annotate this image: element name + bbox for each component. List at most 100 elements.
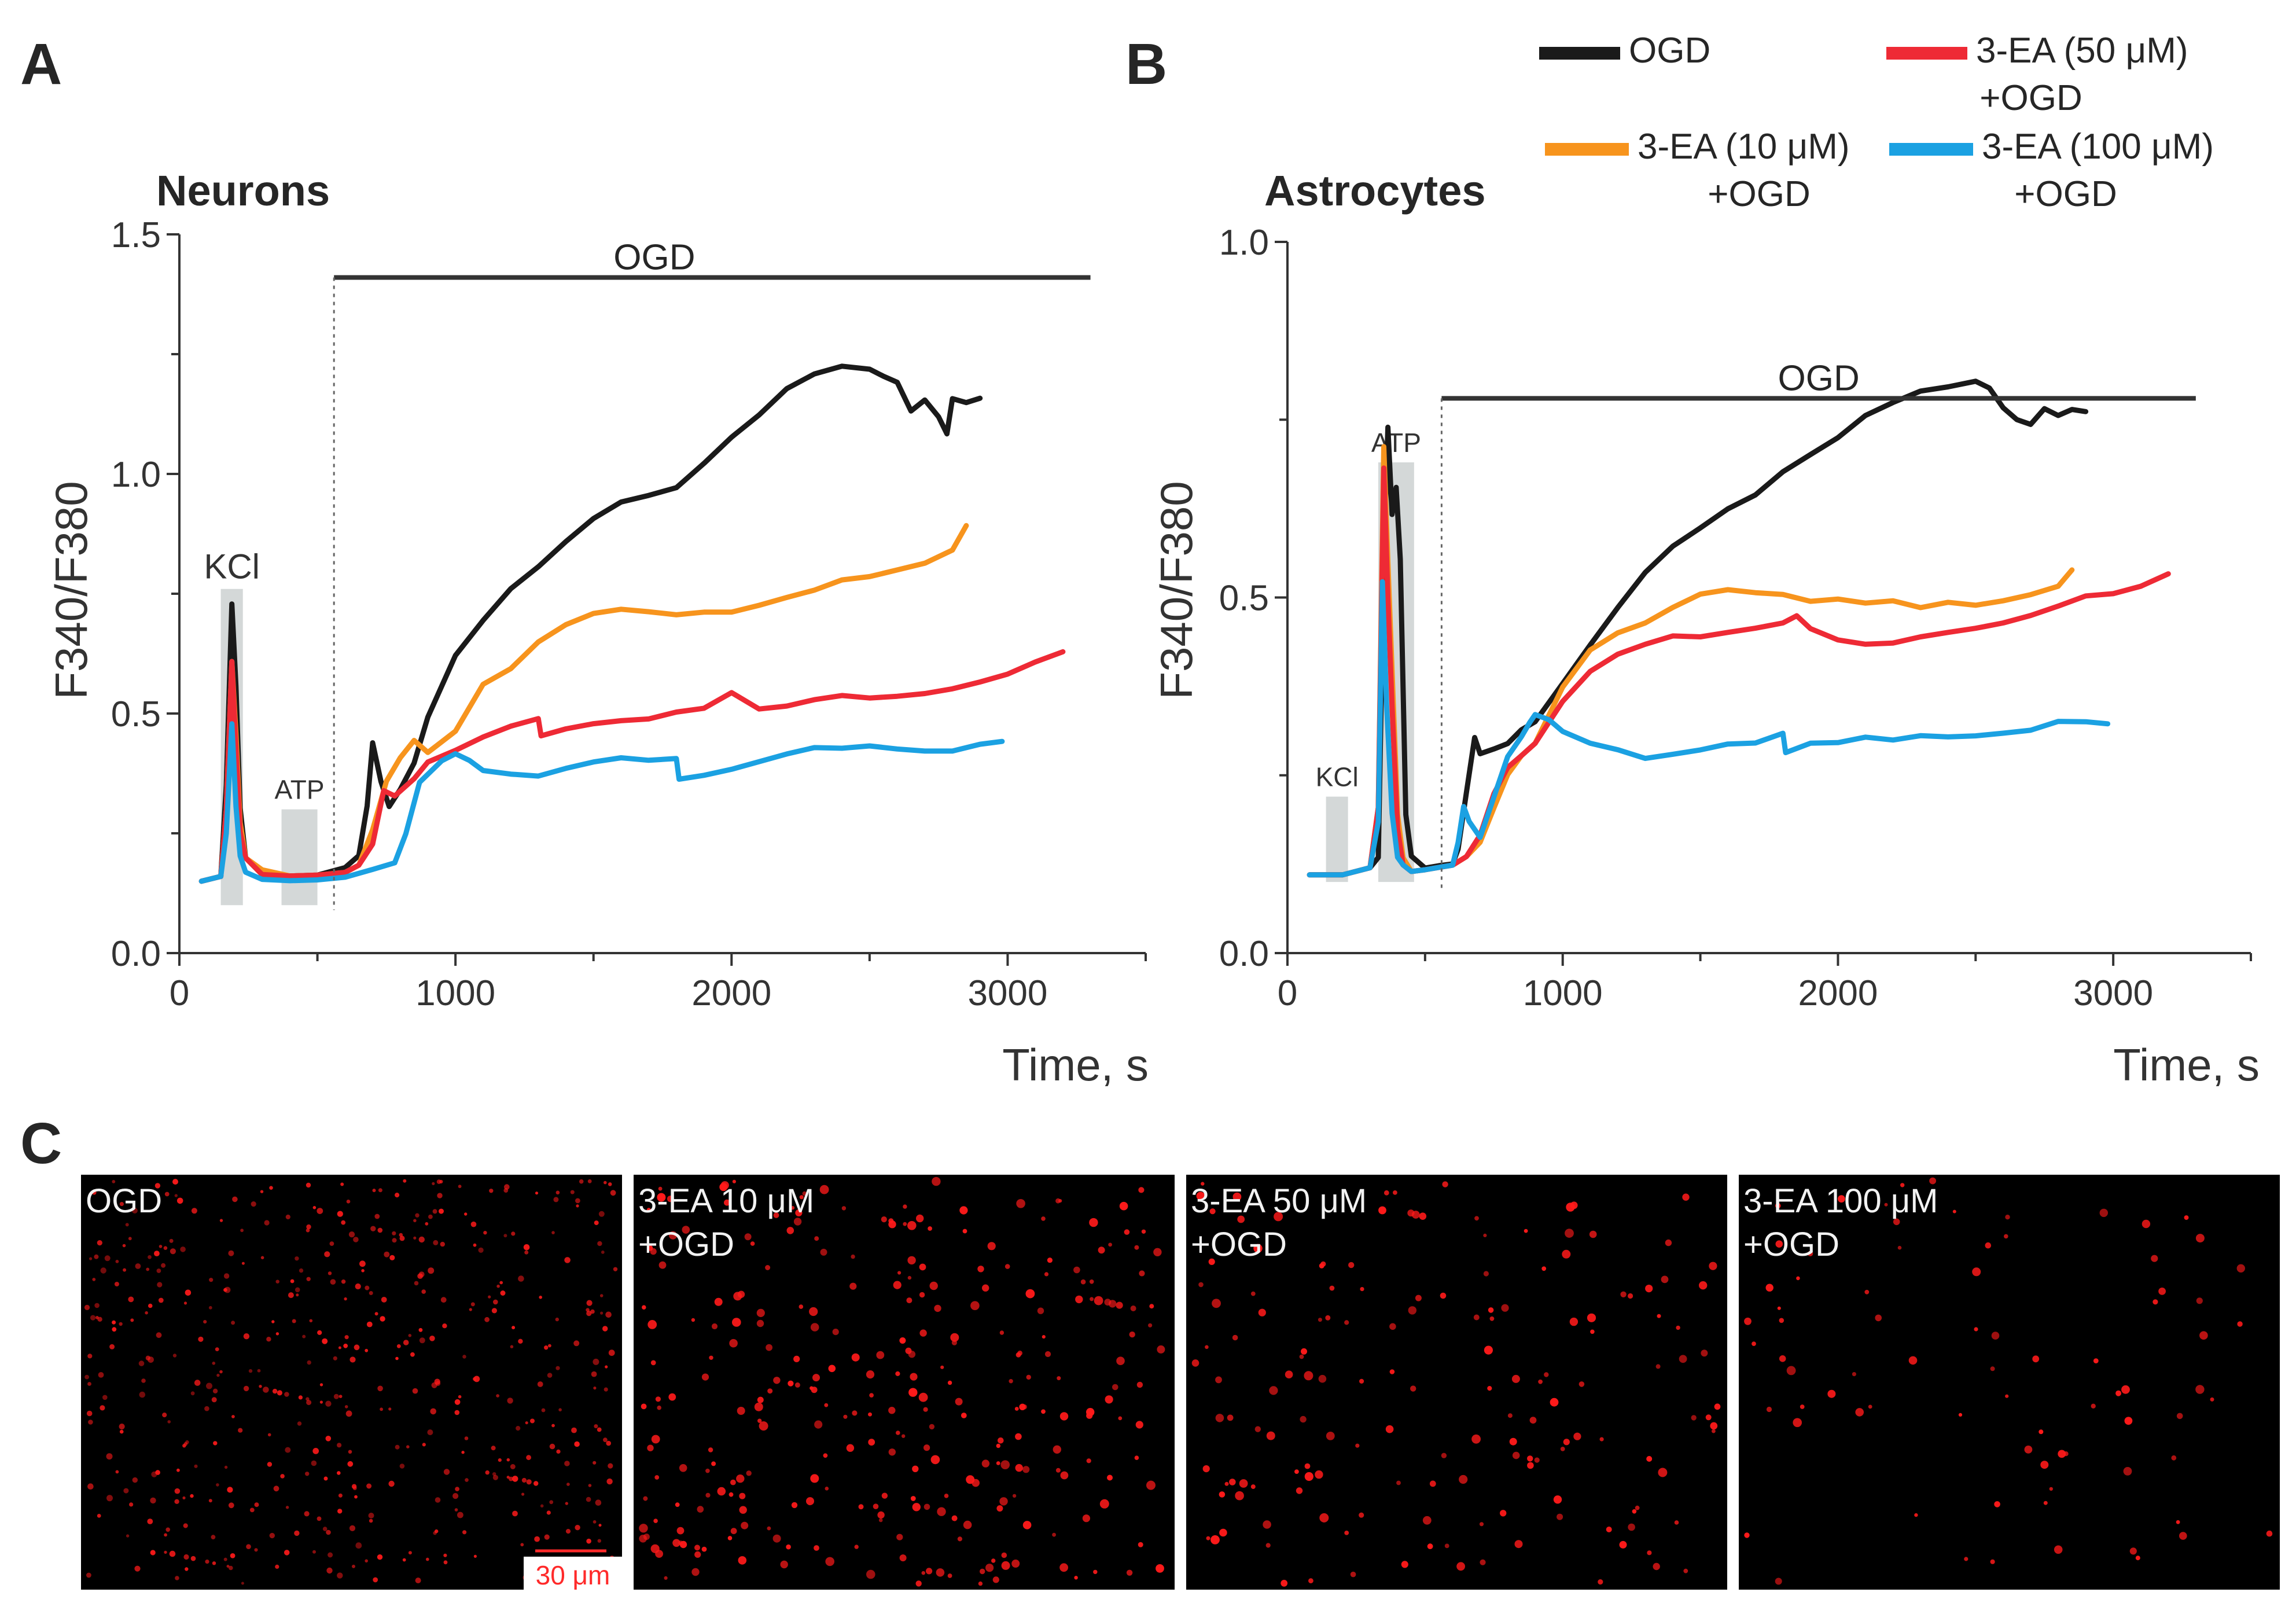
cell-dot bbox=[95, 1316, 99, 1319]
cell-dot bbox=[275, 1279, 279, 1284]
cell-dot bbox=[594, 1424, 598, 1429]
cell-dot bbox=[919, 1329, 927, 1337]
cell-dot bbox=[154, 1251, 160, 1257]
cell-dot bbox=[2179, 1532, 2187, 1540]
cell-dot bbox=[1135, 1421, 1143, 1429]
cell-dot bbox=[2121, 1385, 2130, 1394]
cell-dot bbox=[786, 1227, 794, 1234]
cell-dot bbox=[465, 1478, 469, 1482]
cell-dot bbox=[832, 1329, 839, 1336]
cell-dot bbox=[430, 1408, 436, 1415]
cell-dot bbox=[897, 1271, 902, 1275]
cell-dot bbox=[985, 1564, 994, 1572]
cell-dot bbox=[317, 1516, 322, 1521]
cell-dot bbox=[1086, 1458, 1091, 1463]
cell-dot bbox=[1570, 1201, 1578, 1209]
cell-dot bbox=[1075, 1295, 1083, 1304]
cell-dot bbox=[148, 1255, 152, 1259]
cell-dot bbox=[260, 1256, 264, 1260]
cell-dot bbox=[962, 1229, 967, 1234]
cell-dot bbox=[1118, 1416, 1123, 1421]
cell-dot bbox=[141, 1378, 146, 1383]
cell-dot bbox=[1124, 1229, 1130, 1235]
cell-dot bbox=[388, 1480, 395, 1487]
cell-dot bbox=[377, 1554, 383, 1560]
cell-dot bbox=[608, 1349, 615, 1356]
cell-dot bbox=[547, 1373, 553, 1378]
cell-dot bbox=[399, 1233, 403, 1237]
cell-dot bbox=[306, 1182, 311, 1188]
cell-dot bbox=[876, 1351, 885, 1359]
cell-dot bbox=[464, 1436, 469, 1440]
cell-dot bbox=[1628, 1523, 1635, 1531]
cell-dot bbox=[587, 1179, 592, 1183]
cell-dot bbox=[759, 1421, 768, 1431]
cell-dot bbox=[1619, 1540, 1627, 1549]
cell-dot bbox=[1206, 1536, 1210, 1540]
cell-dot bbox=[489, 1189, 494, 1193]
cell-dot bbox=[1676, 1325, 1680, 1330]
cell-dot bbox=[574, 1441, 580, 1447]
cell-dot bbox=[134, 1565, 141, 1572]
cell-dot bbox=[1057, 1376, 1061, 1381]
cell-dot bbox=[701, 1373, 709, 1381]
cell-dot bbox=[750, 1241, 755, 1246]
cell-dot bbox=[1524, 1229, 1528, 1233]
chart-title-neurons: Neurons bbox=[156, 167, 330, 215]
cell-dot bbox=[1269, 1386, 1278, 1395]
cell-dot bbox=[94, 1303, 100, 1308]
cell-dot bbox=[510, 1464, 516, 1469]
cell-dot bbox=[1319, 1513, 1329, 1523]
cell-dot bbox=[365, 1348, 369, 1352]
cell-dot bbox=[317, 1208, 323, 1215]
cell-dot bbox=[403, 1179, 407, 1183]
cell-dot bbox=[355, 1283, 361, 1290]
cell-dot bbox=[503, 1234, 507, 1238]
cell-dot bbox=[1646, 1456, 1653, 1462]
cell-dot bbox=[728, 1492, 734, 1497]
cell-dot bbox=[591, 1371, 597, 1377]
x-tick-label: 2000 bbox=[1798, 973, 1878, 1013]
cell-dot bbox=[92, 1278, 96, 1281]
legend-label-3ea-100-ogd: +OGD bbox=[2014, 174, 2117, 214]
y-tick-label: 0.0 bbox=[1219, 934, 1269, 974]
cell-dot bbox=[959, 1206, 968, 1215]
cell-dot bbox=[506, 1458, 510, 1462]
y-tick-label: 1.5 bbox=[111, 215, 161, 255]
cell-dot bbox=[1001, 1561, 1010, 1570]
cell-dot bbox=[1560, 1447, 1565, 1451]
cell-dot bbox=[982, 1284, 989, 1292]
cell-dot bbox=[226, 1565, 230, 1568]
cell-dot bbox=[1632, 1509, 1637, 1514]
cell-dot bbox=[1355, 1443, 1360, 1448]
x-tick-label: 3000 bbox=[967, 973, 1047, 1013]
cell-dot bbox=[1296, 1487, 1303, 1494]
cell-dot bbox=[1489, 1316, 1495, 1321]
cell-dot bbox=[241, 1262, 245, 1265]
cell-dot bbox=[1157, 1345, 1165, 1354]
cell-dot bbox=[198, 1336, 204, 1342]
cell-dot bbox=[433, 1240, 439, 1245]
cell-dot bbox=[998, 1437, 1004, 1444]
cell-dot bbox=[767, 1388, 773, 1394]
cell-dot bbox=[736, 1474, 745, 1483]
cell-dot bbox=[92, 1190, 97, 1195]
cell-dot bbox=[893, 1281, 902, 1289]
cell-dot bbox=[575, 1198, 580, 1204]
cell-dot bbox=[1793, 1418, 1802, 1428]
cell-dot bbox=[1119, 1201, 1128, 1211]
cell-dot bbox=[1359, 1512, 1364, 1518]
cell-dot bbox=[284, 1392, 289, 1397]
cell-dot bbox=[243, 1385, 249, 1392]
y-tick-label: 1.0 bbox=[1219, 223, 1269, 263]
cell-dot bbox=[504, 1184, 510, 1190]
cell-dot bbox=[338, 1395, 343, 1399]
cell-dot bbox=[658, 1261, 667, 1269]
cell-dot bbox=[499, 1281, 503, 1285]
cell-dot bbox=[1775, 1577, 1782, 1585]
cell-dot bbox=[1972, 1267, 1981, 1277]
chart-title-astrocytes: Astrocytes bbox=[1264, 167, 1486, 215]
cell-dot bbox=[1544, 1372, 1549, 1377]
cell-dot bbox=[175, 1576, 179, 1580]
cell-dot bbox=[322, 1527, 328, 1531]
